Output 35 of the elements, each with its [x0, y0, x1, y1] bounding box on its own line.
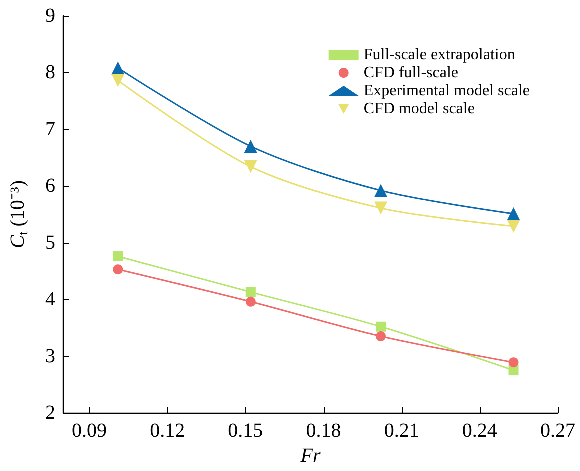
legend-label: Experimental model scale: [364, 82, 530, 100]
y-tick-label: 2: [46, 402, 56, 424]
point: [113, 252, 124, 262]
y-tick-label: 7: [46, 118, 56, 140]
x-tick-label: 0.18: [306, 420, 342, 442]
point: [507, 220, 520, 233]
point: [246, 287, 256, 298]
point: [507, 207, 520, 220]
legend-label: Full-scale extrapolation: [364, 46, 516, 64]
point: [376, 322, 386, 332]
x-tick-label: 0.09: [72, 420, 108, 442]
y-tick-label: 4: [46, 288, 56, 311]
y-tick-label: 6: [46, 175, 56, 198]
y-tick-label: 9: [46, 5, 56, 27]
point: [508, 358, 519, 368]
point: [374, 202, 388, 215]
legend-label: CFD model scale: [364, 100, 475, 118]
y-axis-title: Ct (10⁻³): [7, 180, 30, 249]
x-tick-label: 0.21: [384, 420, 420, 442]
point: [113, 264, 124, 275]
y-tick-label: 5: [46, 232, 56, 254]
point: [376, 332, 386, 342]
y-tick-label: 3: [46, 345, 56, 368]
legend-label: CFD full-scale: [364, 64, 458, 82]
x-tick-label: 0.27: [540, 420, 576, 442]
point: [112, 74, 125, 88]
y-tick-label: 8: [46, 62, 56, 84]
point: [244, 160, 258, 174]
point: [246, 296, 256, 307]
x-tick-label: 0.24: [462, 420, 498, 442]
x-tick-label: 0.15: [228, 420, 264, 442]
x-axis-title: Fr: [300, 445, 321, 467]
point: [374, 184, 388, 198]
x-tick-label: 0.12: [150, 420, 186, 442]
point: [244, 140, 258, 153]
